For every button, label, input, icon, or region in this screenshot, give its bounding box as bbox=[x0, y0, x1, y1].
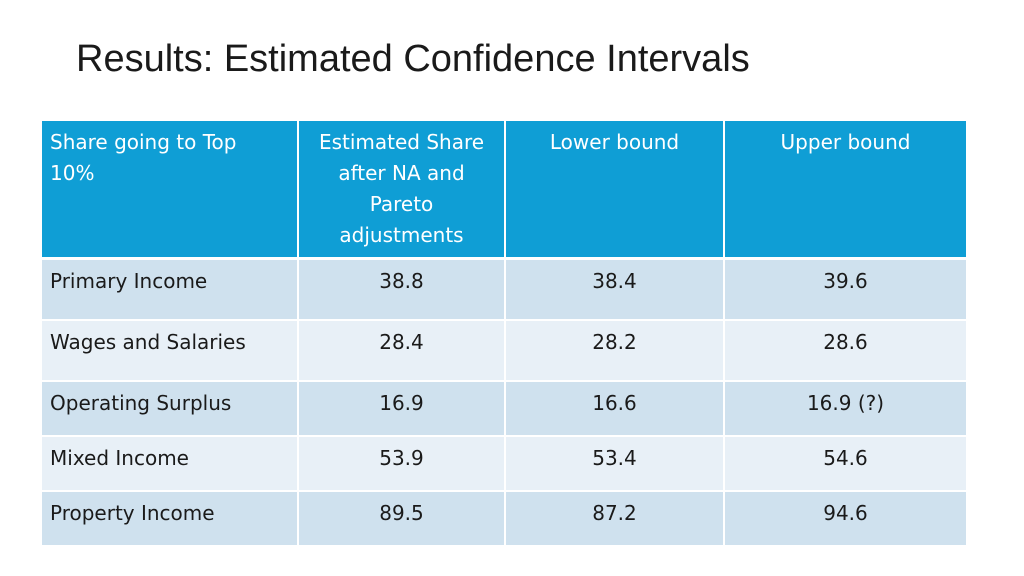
upper-bound-cell: 94.6 bbox=[724, 490, 966, 547]
upper-bound-cell: 54.6 bbox=[724, 435, 966, 492]
lower-bound-cell: 28.2 bbox=[505, 319, 725, 382]
table-header-row: Share going to Top 10% Estimated Share a… bbox=[42, 121, 966, 260]
estimate-cell: 28.4 bbox=[298, 319, 506, 382]
estimate-cell: 38.8 bbox=[298, 258, 506, 321]
estimate-cell: 53.9 bbox=[298, 435, 506, 492]
table-row: Primary Income 38.8 38.4 39.6 bbox=[42, 258, 966, 321]
row-category-label: Property Income bbox=[42, 490, 299, 547]
estimate-cell: 16.9 bbox=[298, 380, 506, 437]
upper-bound-cell: 16.9 (?) bbox=[724, 380, 966, 437]
upper-bound-cell: 39.6 bbox=[724, 258, 966, 321]
table-row: Property Income 89.5 87.2 94.6 bbox=[42, 490, 966, 547]
lower-bound-cell: 16.6 bbox=[505, 380, 725, 437]
column-header-estimated-share: Estimated Share after NA and Pareto adju… bbox=[298, 121, 506, 260]
upper-bound-cell: 28.6 bbox=[724, 319, 966, 382]
lower-bound-cell: 53.4 bbox=[505, 435, 725, 492]
table-row: Mixed Income 53.9 53.4 54.6 bbox=[42, 435, 966, 492]
column-header-upper-bound: Upper bound bbox=[724, 121, 966, 260]
lower-bound-cell: 87.2 bbox=[505, 490, 725, 547]
confidence-interval-table: Share going to Top 10% Estimated Share a… bbox=[42, 121, 966, 547]
row-category-label: Mixed Income bbox=[42, 435, 299, 492]
row-category-label: Wages and Salaries bbox=[42, 319, 299, 382]
estimate-cell: 89.5 bbox=[298, 490, 506, 547]
slide-title: Results: Estimated Confidence Intervals bbox=[76, 38, 750, 80]
column-header-lower-bound: Lower bound bbox=[505, 121, 725, 260]
table-row: Wages and Salaries 28.4 28.2 28.6 bbox=[42, 319, 966, 382]
row-category-label: Primary Income bbox=[42, 258, 299, 321]
row-category-label: Operating Surplus bbox=[42, 380, 299, 437]
table-row: Operating Surplus 16.9 16.6 16.9 (?) bbox=[42, 380, 966, 437]
lower-bound-cell: 38.4 bbox=[505, 258, 725, 321]
column-header-share-top-10: Share going to Top 10% bbox=[42, 121, 299, 260]
